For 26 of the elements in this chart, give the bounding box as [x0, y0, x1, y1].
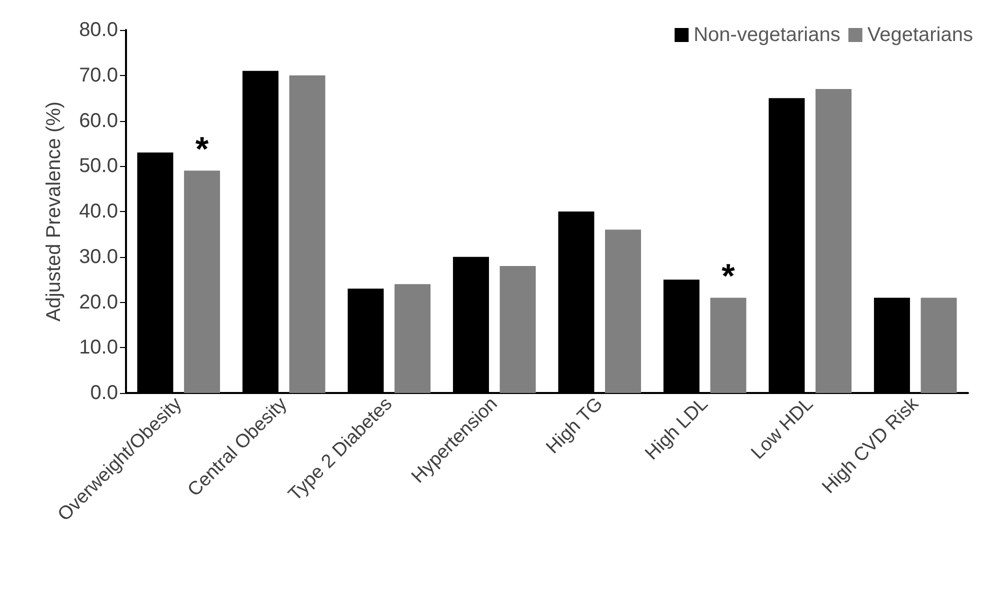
annotation: *: [722, 258, 736, 296]
bar: [816, 88, 852, 393]
annotation: *: [195, 130, 210, 169]
bar: [710, 298, 746, 393]
x-tick-label: High CVD Risk: [818, 393, 924, 498]
bar: [184, 170, 220, 393]
bar: [289, 75, 326, 393]
y-tick-label: 20.0: [79, 291, 118, 314]
x-tick-label: High LDL: [641, 394, 712, 464]
x-tick-label: High TG: [542, 394, 608, 458]
y-tick-label: 50.0: [79, 155, 118, 178]
y-tick-label: 80.0: [79, 19, 118, 41]
x-tick-label: Low HDL: [747, 394, 818, 464]
bar: [500, 266, 536, 393]
bar: [394, 284, 431, 393]
y-axis-title: Adjusted Prevalence (%): [43, 101, 65, 322]
y-tick-label: 0.0: [90, 382, 118, 404]
legend-label: Non-vegetarians: [694, 24, 840, 46]
y-tick-label: 30.0: [79, 246, 118, 268]
legend-label: Vegetarians: [867, 24, 974, 46]
y-tick-label: 10.0: [79, 336, 118, 359]
y-tick-label: 60.0: [79, 110, 118, 132]
y-tick-label: 70.0: [79, 64, 118, 86]
y-tick-label: 40.0: [79, 200, 118, 222]
bar: [920, 298, 957, 393]
bar: [605, 230, 642, 393]
